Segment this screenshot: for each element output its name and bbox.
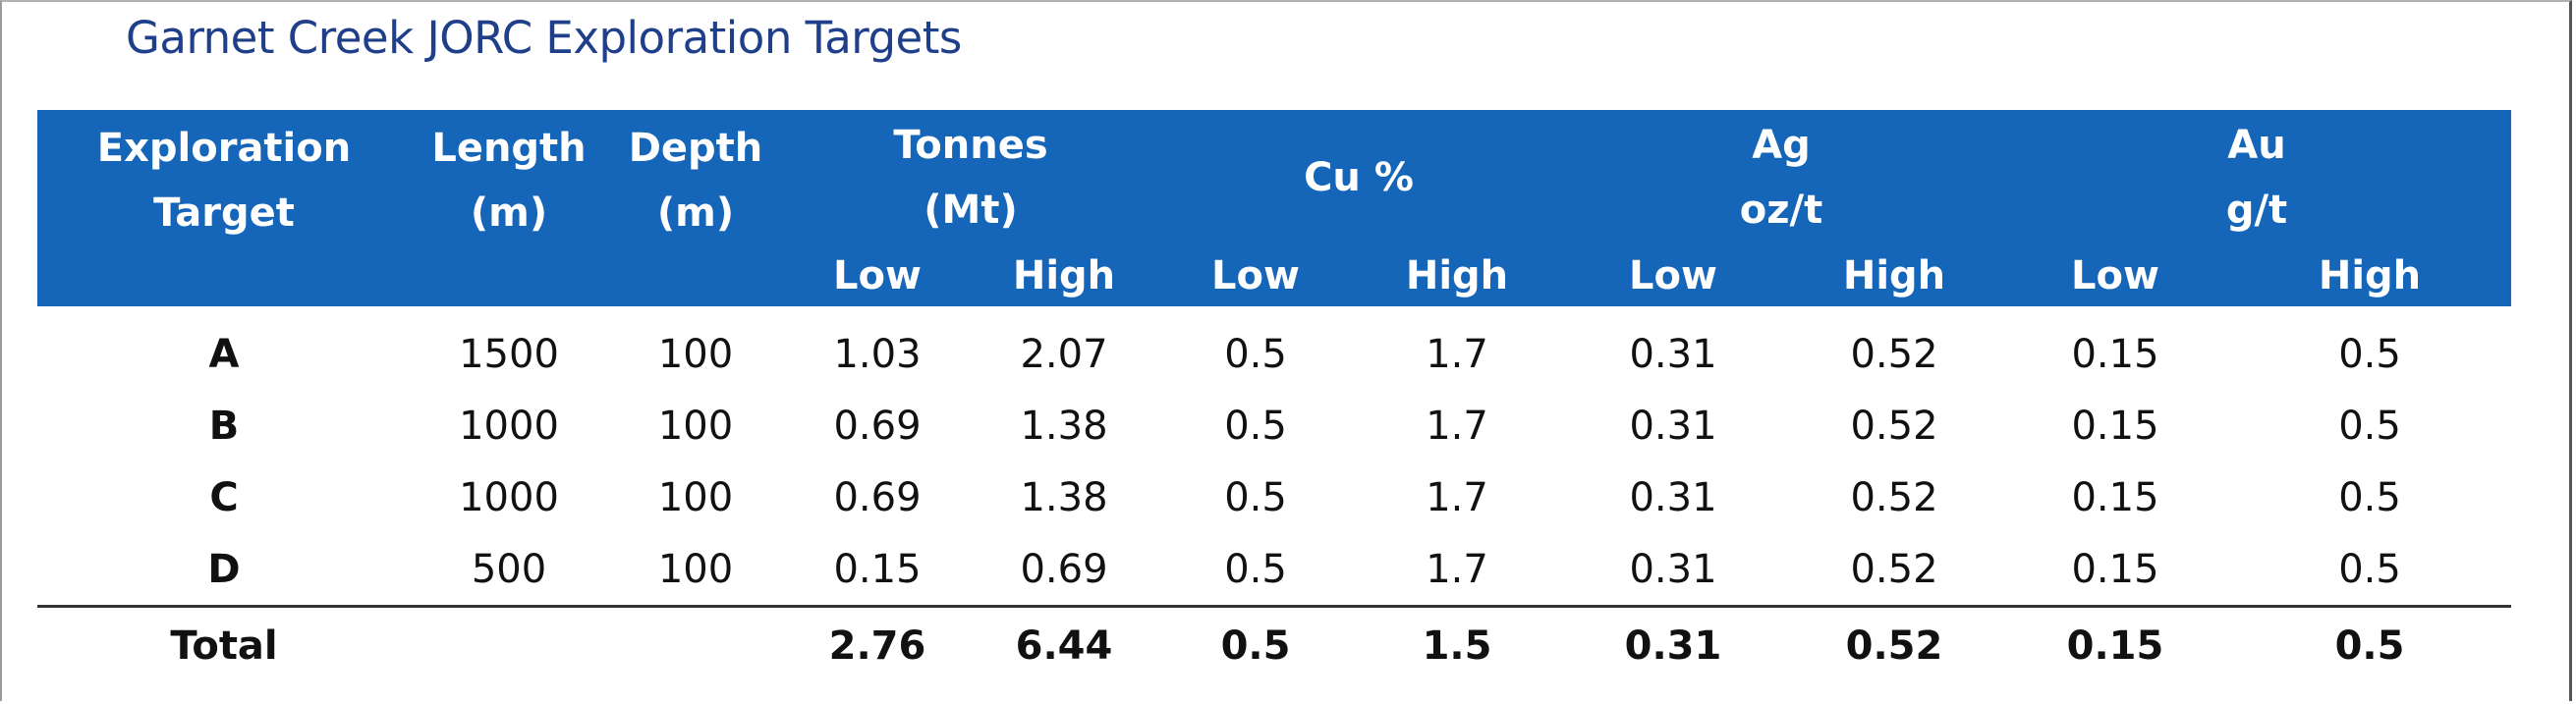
cell-depth: 100	[657, 331, 734, 377]
cell-tonnes-low: 0.69	[833, 403, 922, 449]
cell-tonnes-low: 1.03	[833, 331, 922, 377]
cell-total-depth	[607, 605, 784, 684]
cell-total-tonnes-high: 6.44	[971, 605, 1157, 684]
cell-cu-low: 0.5	[1224, 474, 1287, 520]
cell-total-cu-high: 1.5	[1354, 605, 1560, 684]
cell-au-high: 0.5	[2338, 403, 2401, 449]
exploration-targets-table: Exploration Target Length (m) Depth (m) …	[37, 110, 2511, 684]
document-title: Garnet Creek JORC Exploration Targets	[126, 12, 962, 64]
cell-total-length	[411, 605, 607, 684]
table-row-b: B 1000 100 0.69 1.38 0.5 1.7 0.31 0.52 0…	[37, 390, 2511, 461]
cell-ag-high: 0.52	[1850, 474, 1938, 520]
cell-cu-low: 0.5	[1224, 331, 1287, 377]
cell-cu-low: 0.5	[1224, 403, 1287, 449]
cell-total-ag-high: 0.52	[1786, 605, 2002, 684]
cell-total-au-high: 0.5	[2228, 605, 2511, 684]
cell-au-low: 0.15	[2071, 331, 2159, 377]
header-cu-high: High	[1354, 245, 1560, 306]
header-length: Length (m)	[411, 110, 607, 306]
header-tonnes: Tonnes (Mt)	[784, 110, 1157, 245]
cell-au-low: 0.15	[2071, 474, 2159, 520]
table-row-total: Total 2.76 6.44 0.5 1.5 0.31 0.52 0.15 0…	[37, 605, 2511, 684]
cell-tonnes-low: 0.15	[833, 546, 922, 592]
cell-length: 1500	[459, 331, 559, 377]
cell-ag-high: 0.52	[1850, 331, 1938, 377]
cell-total-au-low: 0.15	[2002, 605, 2228, 684]
header-depth: Depth (m)	[607, 110, 784, 306]
cell-length: 1000	[459, 403, 559, 449]
header-ag: Ag oz/t	[1560, 110, 2002, 245]
cell-depth: 100	[657, 546, 734, 592]
cell-cu-high: 1.7	[1426, 474, 1488, 520]
header-au-low: Low	[2002, 245, 2228, 306]
header-exploration-target: Exploration Target	[37, 110, 411, 306]
cell-au-low: 0.15	[2071, 403, 2159, 449]
cell-ag-low: 0.31	[1629, 403, 1717, 449]
cell-au-high: 0.5	[2338, 474, 2401, 520]
header-cu: Cu %	[1157, 110, 1560, 245]
cell-ag-low: 0.31	[1629, 474, 1717, 520]
header-tonnes-high: High	[971, 245, 1157, 306]
cell-depth: 100	[657, 403, 734, 449]
cell-target: A	[208, 331, 240, 377]
cell-tonnes-high: 2.07	[1020, 331, 1108, 377]
header-au-high: High	[2228, 245, 2511, 306]
cell-depth: 100	[657, 474, 734, 520]
header-ag-high: High	[1786, 245, 2002, 306]
cell-ag-high: 0.52	[1850, 403, 1938, 449]
header-cu-low: Low	[1157, 245, 1354, 306]
header-ag-low: Low	[1560, 245, 1786, 306]
cell-au-high: 0.5	[2338, 331, 2401, 377]
cell-target: D	[207, 546, 241, 592]
table-row-a: A 1500 100 1.03 2.07 0.5 1.7 0.31 0.52 0…	[37, 306, 2511, 390]
cell-cu-low: 0.5	[1224, 546, 1287, 592]
header-au: Au g/t	[2002, 110, 2511, 245]
cell-total-label: Total	[37, 605, 411, 684]
cell-total-cu-low: 0.5	[1157, 605, 1354, 684]
cell-total-ag-low: 0.31	[1560, 605, 1786, 684]
cell-length: 500	[471, 546, 547, 592]
cell-ag-low: 0.31	[1629, 331, 1717, 377]
cell-target: C	[209, 474, 239, 520]
cell-ag-high: 0.52	[1850, 546, 1938, 592]
cell-cu-high: 1.7	[1426, 403, 1488, 449]
cell-tonnes-low: 0.69	[833, 474, 922, 520]
cell-au-low: 0.15	[2071, 546, 2159, 592]
cell-au-high: 0.5	[2338, 546, 2401, 592]
cell-length: 1000	[459, 474, 559, 520]
cell-tonnes-high: 1.38	[1020, 403, 1108, 449]
cell-cu-high: 1.7	[1426, 546, 1488, 592]
cell-ag-low: 0.31	[1629, 546, 1717, 592]
cell-target: B	[208, 403, 240, 449]
header-tonnes-low: Low	[784, 245, 971, 306]
cell-total-tonnes-low: 2.76	[784, 605, 971, 684]
table-row-d: D 500 100 0.15 0.69 0.5 1.7 0.31 0.52 0.…	[37, 533, 2511, 607]
cell-tonnes-high: 0.69	[1020, 546, 1108, 592]
cell-cu-high: 1.7	[1426, 331, 1488, 377]
table-row-c: C 1000 100 0.69 1.38 0.5 1.7 0.31 0.52 0…	[37, 461, 2511, 533]
cell-tonnes-high: 1.38	[1020, 474, 1108, 520]
